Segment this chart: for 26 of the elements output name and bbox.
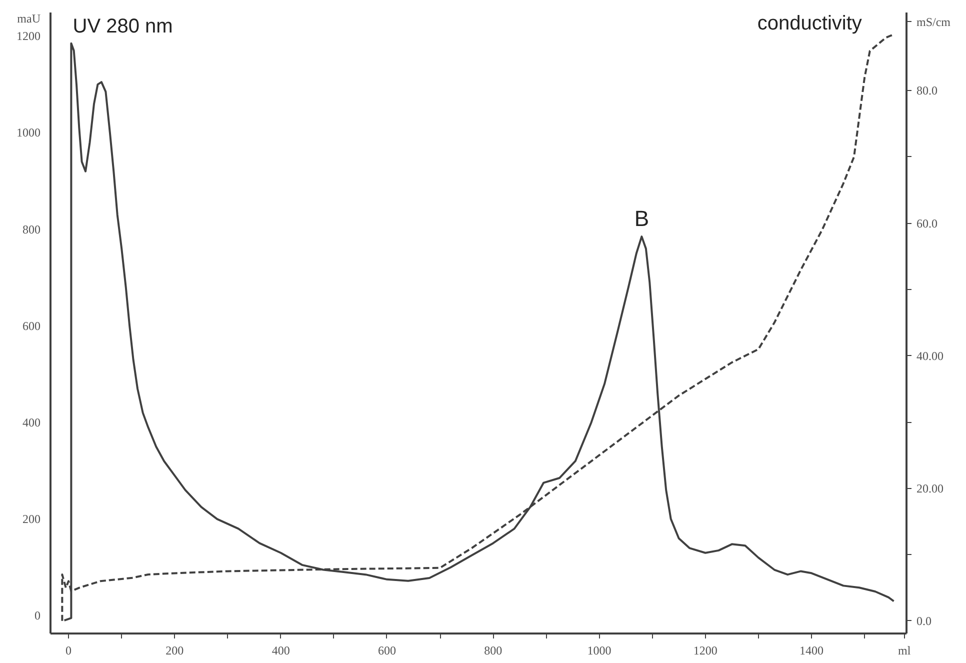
y2-tick-label: 40.00 xyxy=(916,348,944,363)
y-tick-label: 200 xyxy=(22,512,40,526)
y2-tick-label: 20.00 xyxy=(916,481,944,496)
x-tick-label: 400 xyxy=(272,644,290,658)
series-label: UV 280 nm xyxy=(72,16,173,38)
series-label: conductivity xyxy=(757,12,862,34)
y-tick-label: 400 xyxy=(22,415,40,430)
x-tick-label: 200 xyxy=(166,644,184,658)
annotation: B xyxy=(634,206,650,231)
y-tick-label: 1200 xyxy=(16,29,40,44)
x-tick-label: 1200 xyxy=(693,644,718,658)
y-tick-label: maU xyxy=(17,11,41,26)
y-tick-label: 600 xyxy=(22,318,40,333)
y-tick-label: 800 xyxy=(22,222,40,236)
x-tick-label: 600 xyxy=(378,644,396,658)
y2-tick-label: 0.0 xyxy=(916,614,932,628)
x-tick-label: 1400 xyxy=(800,644,824,658)
y-tick-label: 0 xyxy=(34,608,40,623)
y2-tick-label: mS/cm xyxy=(916,14,952,29)
x-tick-label: 800 xyxy=(484,644,502,658)
y2-tick-label: 80.0 xyxy=(916,84,938,98)
x-tick-label: 0 xyxy=(66,644,72,658)
x-tick-label: ml xyxy=(898,644,912,658)
y-tick-label: 1000 xyxy=(16,126,40,140)
x-tick-label: 1000 xyxy=(587,644,612,658)
y2-tick-label: 60.0 xyxy=(916,216,938,230)
